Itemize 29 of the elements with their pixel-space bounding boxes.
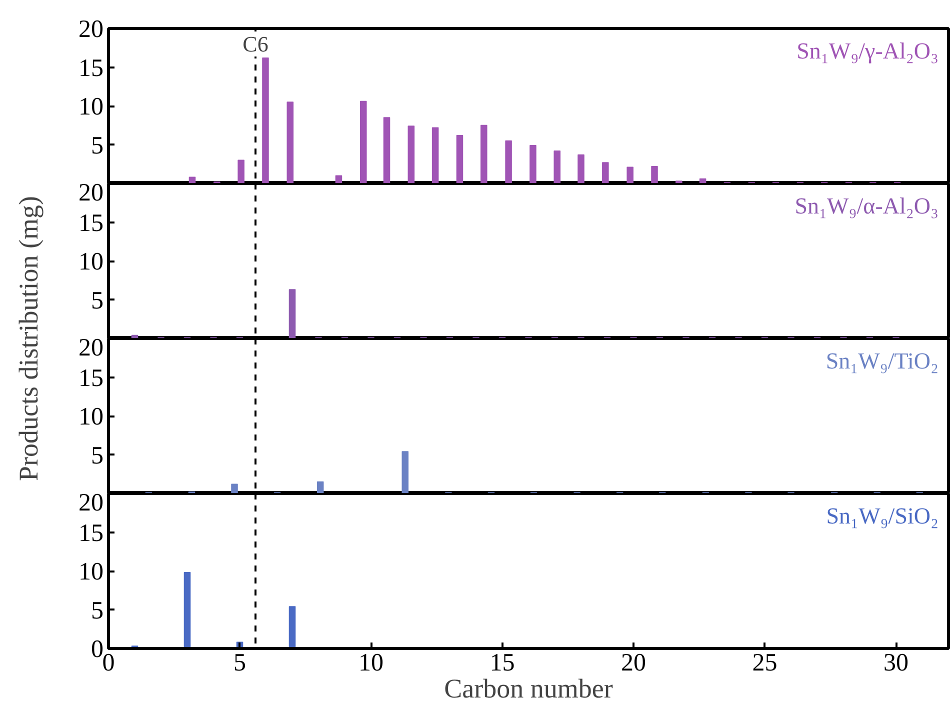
x-tick-label: 30 bbox=[884, 650, 908, 676]
x-tick-label: 25 bbox=[752, 650, 778, 676]
x-tick-label: 10 bbox=[358, 650, 384, 676]
y-tick-label: 15 bbox=[78, 54, 104, 82]
x-axis-title: Carbon number bbox=[444, 674, 613, 704]
x-tick-label: 5 bbox=[234, 650, 246, 676]
text: Sn₁W₉/γ-Al₂O₃ bbox=[796, 38, 939, 64]
y-tick-label: 15 bbox=[78, 520, 104, 547]
y-tick-label: 15 bbox=[78, 364, 104, 392]
y-tick-label: 20 bbox=[78, 180, 104, 206]
y-tick-label: 10 bbox=[78, 404, 104, 430]
y-tick-label: 15 bbox=[78, 210, 104, 237]
y-tick-label: 10 bbox=[78, 94, 104, 120]
y-tick-label: 10 bbox=[78, 558, 104, 586]
y-tick-label: 20 bbox=[78, 16, 104, 43]
text: Sn₁W₉/α-Al₂O₃ bbox=[794, 194, 939, 218]
y-tick-label: 5 bbox=[91, 132, 104, 160]
ref-line-label: C6 bbox=[242, 32, 268, 56]
y-tick-label: 20 bbox=[78, 334, 104, 362]
y-axis-title: Products distribution (mg) bbox=[14, 196, 44, 481]
y-tick-label: 5 bbox=[91, 597, 104, 624]
text: Sn₁W₉/SiO₂ bbox=[826, 504, 939, 528]
y-tick-label: 10 bbox=[78, 248, 104, 276]
y-tick-label: 20 bbox=[78, 490, 104, 516]
y-tick-label: 5 bbox=[91, 287, 104, 314]
x-tick-label: 20 bbox=[621, 650, 646, 676]
text: Sn₁W₉/TiO₂ bbox=[826, 348, 938, 374]
y-tick-label: 5 bbox=[91, 442, 104, 470]
x-tick-label: 15 bbox=[490, 650, 515, 676]
